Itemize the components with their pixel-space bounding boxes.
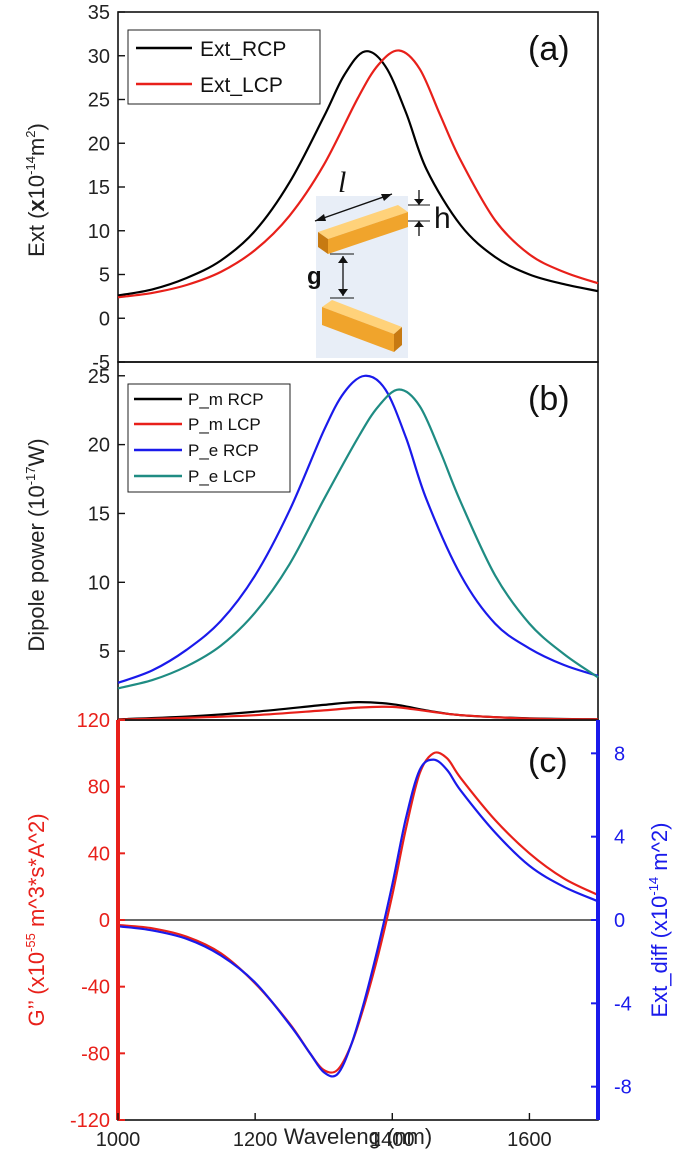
length-arrowhead-left: [315, 214, 326, 221]
top-rod-top-face: [318, 205, 408, 239]
panel-b-legend-box: [127, 383, 291, 493]
x-axis-title: Waveleng (nm): [284, 1124, 432, 1149]
panel-a-ylabel-x: x: [24, 199, 49, 212]
panel-b-ytick-label: 5: [99, 641, 110, 663]
panel-c-series: [117, 751, 599, 1078]
panel-b-series: [117, 374, 599, 721]
panel-c-right-ylabel-1: Ext_diff (x10: [647, 896, 672, 1018]
nanorod-dimer-inset: l h g: [307, 166, 451, 358]
series-line-p-e-lcp: [117, 388, 599, 690]
series-line-ext-rcp: [117, 50, 599, 297]
panel-a-ylabel-exp2: 2: [23, 131, 38, 138]
panel-a-ytick-label: 20: [88, 133, 110, 155]
gap-arrowhead-bottom: [338, 289, 348, 296]
panel-b-ytick-label: 20: [88, 435, 110, 457]
height-arrowhead-top: [414, 199, 424, 205]
gap-arrowhead-top: [338, 256, 348, 263]
panel-a-ytick-label: 25: [88, 90, 110, 112]
panel-a-ytick-label: 0: [99, 308, 110, 330]
legend-label-pe-rcp: P_e RCP: [188, 441, 259, 460]
panel-b-ytick-label: 10: [88, 572, 110, 594]
length-arrowhead-right: [381, 194, 392, 201]
panel-c-right-ylabel-exp: -14: [646, 877, 661, 896]
panel-b: 5 10 15 20 25 Dipole power (10-17W) P_m RCP …: [23, 361, 599, 721]
panel-a-ytick-label: 15: [88, 177, 110, 199]
panel-a-y-ticks: -5 0 5 10 15 20 25 30 35: [88, 2, 125, 374]
panel-c-label: (c): [528, 742, 568, 780]
panel-b-y-ticks: 5 10 15 20 25: [88, 366, 125, 663]
bottom-rod-front-face: [322, 307, 394, 352]
panel-c-xtick-label: 1000: [96, 1129, 141, 1151]
panel-b-y-axis-title: Dipole power (10-17W): [23, 438, 49, 651]
panel-c-left-tick-label: 80: [88, 777, 110, 799]
panel-c-right-tick-label: -8: [614, 1077, 632, 1099]
panel-a-legend: Ext_RCP Ext_LCP: [127, 29, 321, 105]
bottom-rod-end-face: [394, 327, 402, 352]
top-rod-end-face: [318, 232, 328, 254]
series-line-ext-diff: [117, 758, 599, 1078]
height-label: h: [434, 202, 451, 235]
panel-a-ytick-label: 10: [88, 221, 110, 243]
panel-c-xtick-label: 1600: [507, 1129, 552, 1151]
panel-c-right-tick-label: 4: [614, 827, 625, 849]
panel-c-x-ticks: 1000 1200 1400 1600: [96, 1113, 552, 1151]
series-line-p-e-rcp: [117, 374, 599, 684]
legend-label-ext-lcp: Ext_LCP: [200, 74, 283, 97]
panel-c-left-tick-label: -80: [81, 1043, 110, 1065]
panel-a-y-axis-title: Ext (x10-14m2): [23, 123, 49, 257]
panel-a-ylabel-unit: m: [24, 138, 49, 156]
panel-a-ytick-label: -5: [92, 352, 110, 374]
panel-c-left-tick-label: 40: [88, 843, 110, 865]
panel-a-label: (a): [528, 30, 570, 68]
panel-a-ytick-label: 30: [88, 46, 110, 68]
gap-label: g: [307, 263, 322, 290]
panel-a-ylabel-close: ): [24, 123, 49, 130]
panel-a-legend-box: [127, 29, 321, 105]
top-rod-front-face: [328, 212, 408, 254]
panel-c-left-tick-label: 0: [99, 910, 110, 932]
panel-c-left-ylabel-1: G’’ (x10: [24, 952, 49, 1027]
panel-b-ytick-label: 15: [88, 503, 110, 525]
panel-c-left-tick-label: -40: [81, 977, 110, 999]
panel-c-right-tick-label: 8: [614, 743, 625, 765]
panel-c-right-tick-label: 0: [614, 910, 625, 932]
panel-b-ylabel-close: W): [24, 438, 49, 466]
panel-c-right-tick-label: -4: [614, 993, 632, 1015]
panel-b-legend: P_m RCP P_m LCP P_e RCP P_e LCP: [127, 383, 291, 493]
panel-b-label: (b): [528, 380, 570, 418]
legend-label-pe-lcp: P_e LCP: [188, 467, 256, 486]
legend-label-pm-rcp: P_m RCP: [188, 390, 264, 409]
panel-a-ytick-label: 35: [88, 2, 110, 24]
panel-c-right-ticks: -8 -4 0 4 8: [591, 743, 632, 1099]
panel-c-left-axis-title: G’’ (x10-55 m^3*s*A^2): [23, 813, 49, 1026]
panel-c-left-ylabel-exp: -55: [23, 933, 38, 952]
panel-a-ylabel-main: Ext (: [24, 211, 49, 257]
panel-b-ylabel-exp: -17: [23, 466, 38, 485]
panel-a-series: [117, 49, 599, 299]
panel-c-xtick-label: 1200: [233, 1129, 278, 1151]
panel-c-left-ylabel-2: m^3*s*A^2): [24, 813, 49, 933]
panel-a-ylabel-mid: 10: [24, 175, 49, 199]
length-arrow: [314, 193, 393, 222]
panel-c-right-ylabel-2: m^2): [647, 822, 672, 876]
panel-a-ytick-label: 5: [99, 265, 110, 287]
panel-c-left-tick-label: 120: [77, 710, 110, 732]
series-line-p-m-lcp: [117, 705, 599, 721]
panel-b-ytick-label: 25: [88, 366, 110, 388]
legend-label-ext-rcp: Ext_RCP: [200, 38, 286, 61]
panel-c-left-ticks: -120 -80 -40 0 40 80 120: [70, 710, 125, 1132]
height-arrowhead-bottom: [414, 221, 424, 227]
panel-a-ylabel-exp: -14: [23, 156, 38, 175]
series-line-ext-lcp: [117, 49, 599, 299]
legend-label-pm-lcp: P_m LCP: [188, 415, 261, 434]
panel-b-ylabel-main: Dipole power (10: [24, 485, 49, 651]
panel-c-left-tick-label: -120: [70, 1110, 110, 1132]
panel-c-right-axis-title: Ext_diff (x10-14 m^2): [646, 822, 672, 1017]
length-label: l: [338, 166, 346, 199]
bottom-rod-top-face: [322, 300, 402, 334]
panel-c-xtick-label: 1400: [370, 1129, 415, 1151]
